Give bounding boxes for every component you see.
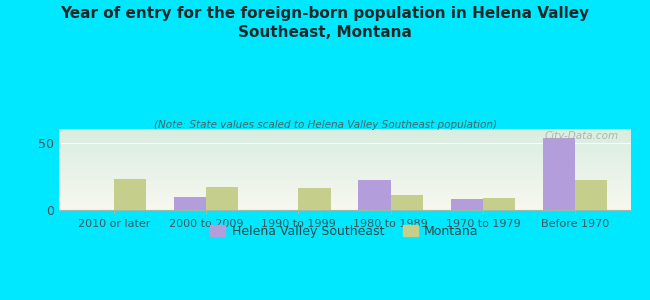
Bar <box>391 195 423 210</box>
Bar <box>543 139 575 210</box>
Bar <box>358 180 391 210</box>
Bar <box>174 196 206 210</box>
Text: Year of entry for the foreign-born population in Helena Valley
Southeast, Montan: Year of entry for the foreign-born popul… <box>60 6 590 40</box>
Bar <box>450 199 483 210</box>
Text: (Note: State values scaled to Helena Valley Southeast population): (Note: State values scaled to Helena Val… <box>153 120 497 130</box>
Bar <box>483 198 515 210</box>
Bar <box>298 188 331 210</box>
Bar <box>575 180 608 210</box>
Bar <box>206 187 239 210</box>
Text: City-Data.com: City-Data.com <box>545 131 619 141</box>
Bar <box>114 179 146 210</box>
Legend: Helena Valley Southeast, Montana: Helena Valley Southeast, Montana <box>205 220 484 243</box>
